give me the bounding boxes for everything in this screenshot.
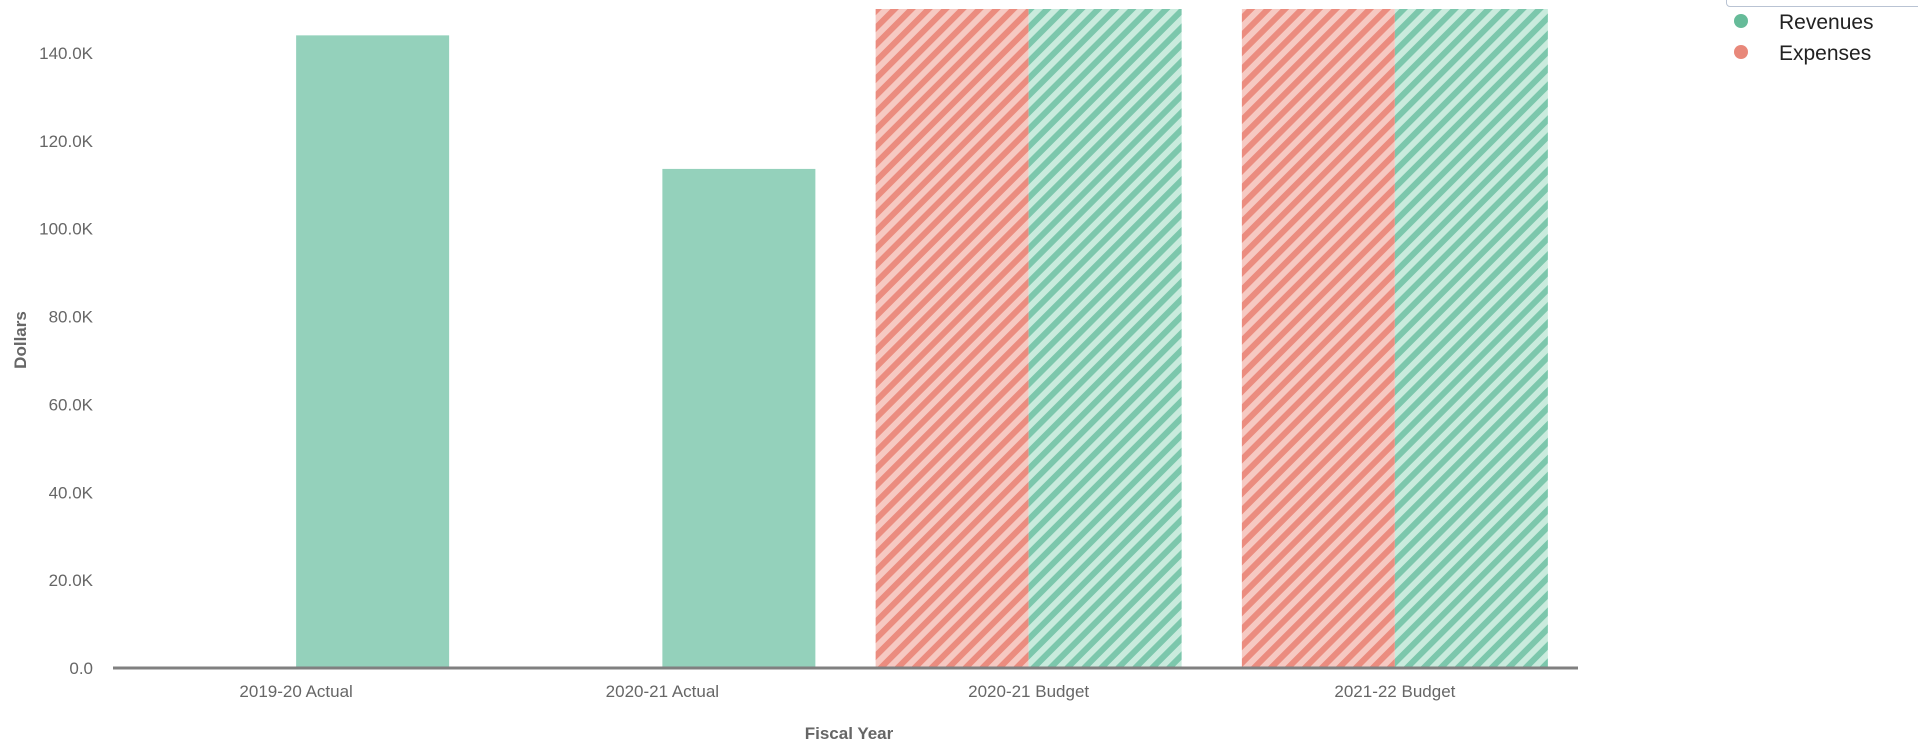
y-tick-label: 100.0K xyxy=(39,220,94,239)
y-tick-label: 140.0K xyxy=(39,44,94,63)
bar-expenses-3 xyxy=(1241,9,1395,668)
bar-expenses-2 xyxy=(875,9,1029,668)
x-tick-label: 2021-22 Budget xyxy=(1334,682,1455,701)
x-tick-label: 2020-21 Budget xyxy=(968,682,1089,701)
y-tick-label: 120.0K xyxy=(39,132,94,151)
y-axis-title: Dollars xyxy=(11,311,30,369)
x-axis-ticks: 2019-20 Actual 2020-21 Actual 2020-21 Budg… xyxy=(239,682,1455,701)
bars-group xyxy=(296,9,1548,669)
y-axis-ticks: 0.0 20.0K 40.0K 60.0K 80.0K 100.0K 120.0K 140.0… xyxy=(39,44,94,678)
y-tick-label: 40.0K xyxy=(49,483,94,502)
x-tick-label: 2020-21 Actual xyxy=(606,682,719,701)
legend-frame xyxy=(1726,0,1918,7)
legend-marker-revenues xyxy=(1734,14,1748,28)
y-tick-label: 20.0K xyxy=(49,571,94,590)
y-tick-label: 80.0K xyxy=(49,308,94,327)
bar-revenues-0 xyxy=(296,35,450,669)
x-tick-label: 2019-20 Actual xyxy=(239,682,352,701)
legend-label-expenses: Expenses xyxy=(1779,42,1871,65)
bar-revenues-1 xyxy=(662,168,816,668)
legend-marker-expenses xyxy=(1734,45,1748,59)
x-axis-title: Fiscal Year xyxy=(805,724,894,741)
y-tick-label: 60.0K xyxy=(49,395,94,414)
bar-revenues-3 xyxy=(1394,9,1548,668)
legend-label-revenues: Revenues xyxy=(1779,11,1874,34)
bar-revenues-2 xyxy=(1028,9,1182,668)
legend: Revenues Expenses xyxy=(1734,11,1874,65)
y-tick-label: 0.0 xyxy=(69,659,93,678)
